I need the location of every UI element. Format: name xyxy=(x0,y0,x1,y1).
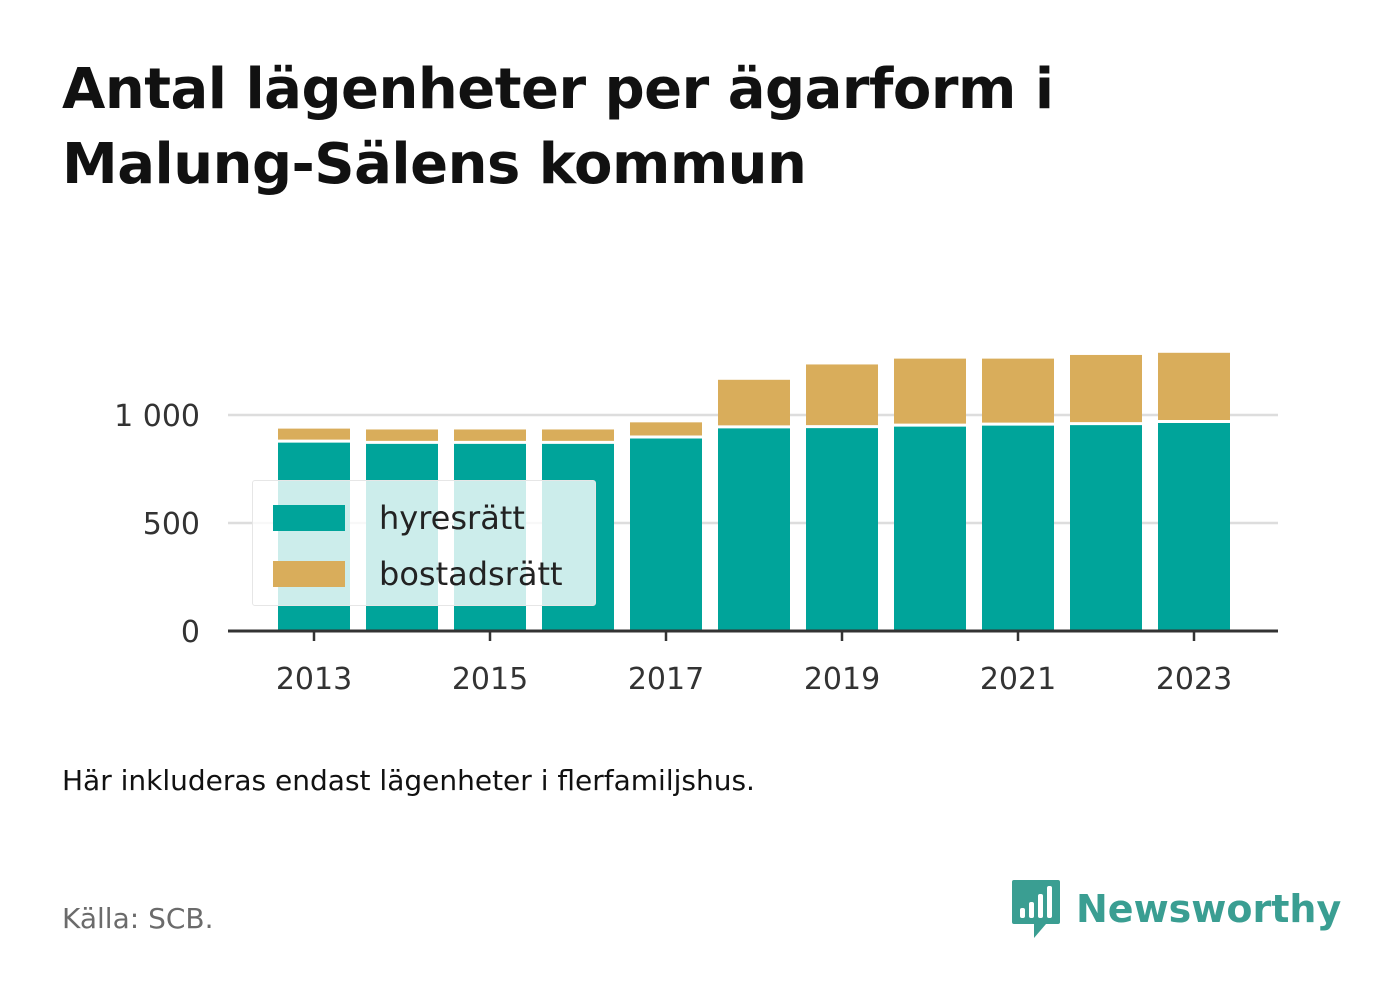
bar-bostadsratt-2014 xyxy=(366,429,438,443)
x-tick-label: 2019 xyxy=(804,662,880,697)
bar-chart-speech-icon xyxy=(1012,880,1060,938)
x-tick-label: 2017 xyxy=(628,662,704,697)
bar-bostadsratt-2021 xyxy=(982,358,1054,425)
bar-bostadsratt-2016 xyxy=(542,429,614,443)
bar-bostadsratt-2019 xyxy=(806,364,878,427)
y-tick-label: 1 000 xyxy=(114,399,200,434)
chart-note: Här inkluderas endast lägenheter i flerf… xyxy=(62,764,755,797)
chart-title: Antal lägenheter per ägarform i Malung-S… xyxy=(62,57,1054,197)
bar-hyresratt-2017 xyxy=(630,437,702,631)
bar-bostadsratt-2013 xyxy=(278,428,350,442)
bar-bostadsratt-2023 xyxy=(1158,352,1230,422)
y-tick-label: 0 xyxy=(181,615,200,650)
bar-bostadsratt-2020 xyxy=(894,358,966,426)
legend-item-bostadsratt: bostadsrätt xyxy=(273,555,563,593)
x-tick-label: 2013 xyxy=(276,662,352,697)
y-tick-label: 500 xyxy=(143,507,200,542)
brand: Newsworthy xyxy=(1010,878,1341,940)
legend-swatch-hyresratt xyxy=(273,505,345,531)
bar-bostadsratt-2017 xyxy=(630,422,702,438)
brand-name: Newsworthy xyxy=(1076,887,1342,931)
bar-bostadsratt-2022 xyxy=(1070,354,1142,424)
bar-hyresratt-2018 xyxy=(718,426,790,631)
bar-hyresratt-2022 xyxy=(1070,423,1142,631)
legend-label-bostadsratt: bostadsrätt xyxy=(379,555,563,593)
x-tick-label: 2021 xyxy=(980,662,1056,697)
bar-hyresratt-2021 xyxy=(982,424,1054,631)
bar-hyresratt-2019 xyxy=(806,426,878,631)
legend-label-hyresratt: hyresrätt xyxy=(379,499,525,537)
bar-bostadsratt-2018 xyxy=(718,379,790,427)
bar-bostadsratt-2015 xyxy=(454,429,526,443)
x-tick-label: 2023 xyxy=(1156,662,1232,697)
source-label: Källa: SCB. xyxy=(62,902,214,935)
bar-hyresratt-2023 xyxy=(1158,421,1230,631)
bar-hyresratt-2020 xyxy=(894,425,966,631)
legend-item-hyresratt: hyresrätt xyxy=(273,499,525,537)
x-tick-label: 2015 xyxy=(452,662,528,697)
legend: hyresrätt bostadsrätt xyxy=(252,480,596,606)
legend-swatch-bostadsratt xyxy=(273,561,345,587)
